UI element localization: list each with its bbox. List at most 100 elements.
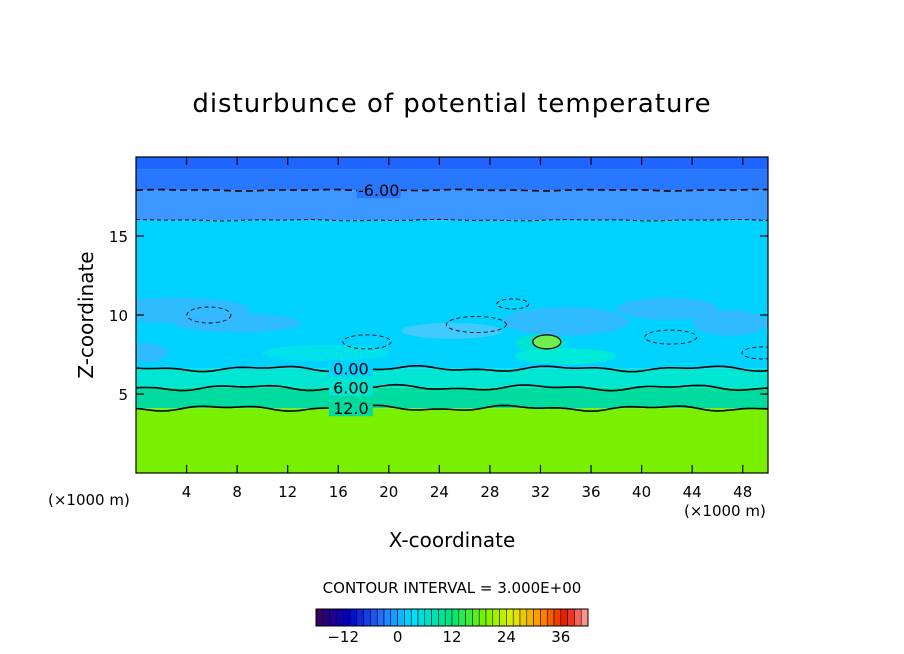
colorbar-cell xyxy=(533,608,541,627)
x-tick-label: 48 xyxy=(733,483,752,501)
colorbar-cell xyxy=(553,608,562,627)
x-tick-label: 12 xyxy=(278,483,297,501)
color-band xyxy=(136,190,768,221)
colorbar-cell xyxy=(546,608,555,627)
contour-label-bg xyxy=(328,359,373,377)
colorbar-cell xyxy=(383,608,392,627)
colorbar-cell xyxy=(458,608,466,627)
contour-line xyxy=(136,404,768,413)
colorbar xyxy=(315,608,589,627)
colorbar-cell xyxy=(404,608,412,627)
contour-label-bg xyxy=(356,181,401,199)
colorbar-cell xyxy=(370,608,378,627)
warm-cell xyxy=(532,334,561,349)
y-axis-label: Z-coordinate xyxy=(74,251,98,378)
colorbar-cell xyxy=(390,608,398,627)
colorbar-tick-label: 36 xyxy=(551,628,570,646)
colorbar-cell xyxy=(526,608,534,627)
colorbar-cell xyxy=(315,608,324,627)
x-tick-label: 40 xyxy=(632,483,651,501)
contour-line xyxy=(136,383,768,392)
colorbar-cell xyxy=(492,608,500,627)
colorbar-cell xyxy=(336,608,344,627)
colorbar-cell xyxy=(444,608,453,627)
colorbar-frame xyxy=(315,608,589,627)
colorbar-cell xyxy=(356,608,364,627)
anomaly-patch xyxy=(616,297,718,320)
x-tick-label: 20 xyxy=(379,483,398,501)
colorbar-tick-label: 24 xyxy=(497,628,516,646)
contour-loop xyxy=(741,346,768,360)
plot-area xyxy=(136,157,768,473)
x-unit-right: (×1000 m) xyxy=(684,502,766,520)
contour-loop xyxy=(445,316,507,333)
colorbar-cell xyxy=(424,608,432,627)
color-band xyxy=(136,387,768,409)
anomaly-patch xyxy=(136,343,168,363)
color-band xyxy=(136,169,768,191)
x-axis-ticks: 4 8 12 16 20 24 28 32 36 40 44 48 xyxy=(182,157,752,501)
color-band xyxy=(136,408,768,473)
contour-label-bg xyxy=(328,378,373,396)
contour-line xyxy=(136,365,768,373)
colorbar-cell xyxy=(329,608,337,627)
anomaly-patch xyxy=(173,313,301,333)
x-tick-label: 36 xyxy=(581,483,600,501)
colorbar-cell xyxy=(349,608,358,627)
colorbar-cell xyxy=(519,608,528,627)
contour-label: 0.00 xyxy=(333,360,369,379)
anomaly-patch xyxy=(262,345,389,361)
colorbar-cell xyxy=(580,608,589,627)
colorbar-cell xyxy=(342,608,351,627)
colorbar-tick-label: 0 xyxy=(393,628,403,646)
contour-loop xyxy=(532,334,562,350)
y-tick-label: 5 xyxy=(118,386,128,404)
anomaly-patch xyxy=(502,307,629,336)
colorbar-cell xyxy=(438,608,446,627)
colorbar-cell xyxy=(472,608,480,627)
contour-loop xyxy=(496,298,530,310)
colorbar-cell xyxy=(376,608,385,627)
colorbar-cell xyxy=(567,608,575,627)
anomaly-patch xyxy=(692,310,768,336)
contour-label: 12.0 xyxy=(333,399,369,418)
colorbar-cell xyxy=(478,608,487,627)
anomaly-patch xyxy=(515,348,617,364)
color-band xyxy=(136,368,768,388)
x-unit-left: (×1000 m) xyxy=(48,491,130,509)
contour-loop xyxy=(342,334,392,350)
color-band xyxy=(136,157,768,170)
x-tick-label: 44 xyxy=(683,483,702,501)
colorbar-cell xyxy=(397,608,405,627)
colorbar-cell xyxy=(410,608,419,627)
x-tick-label: 8 xyxy=(232,483,242,501)
colorbar-cell xyxy=(465,608,473,627)
chart-title: disturbunce of potential temperature xyxy=(192,89,711,119)
colorbar-tick-label: 12 xyxy=(442,628,461,646)
colorbar-cell xyxy=(322,608,330,627)
y-tick-label: 10 xyxy=(109,307,128,325)
colorbar-cell xyxy=(574,608,582,627)
contour-interval: CONTOUR INTERVAL = 3.000E+00 xyxy=(323,579,582,597)
colorbar-cell xyxy=(512,608,521,627)
contour-label-bg xyxy=(328,399,373,417)
y-tick-label: 15 xyxy=(109,228,128,246)
colorbar-cell xyxy=(431,608,439,627)
colorbar-ticks: −12 0 12 24 36 xyxy=(327,628,570,646)
colorbar-cell xyxy=(540,608,548,627)
x-tick-label: 24 xyxy=(430,483,449,501)
contour-lines xyxy=(136,188,768,413)
x-tick-label: 16 xyxy=(329,483,348,501)
colorbar-cell xyxy=(451,608,460,627)
colorbar-cell xyxy=(506,608,514,627)
colorbar-cell xyxy=(499,608,507,627)
contour-label: -6.00 xyxy=(358,181,399,200)
colorbar-cell xyxy=(363,608,371,627)
x-tick-label: 28 xyxy=(480,483,499,501)
colorbar-cell xyxy=(560,608,568,627)
contour-line xyxy=(136,218,768,222)
color-band xyxy=(136,220,768,369)
x-axis-label: X-coordinate xyxy=(389,528,516,552)
